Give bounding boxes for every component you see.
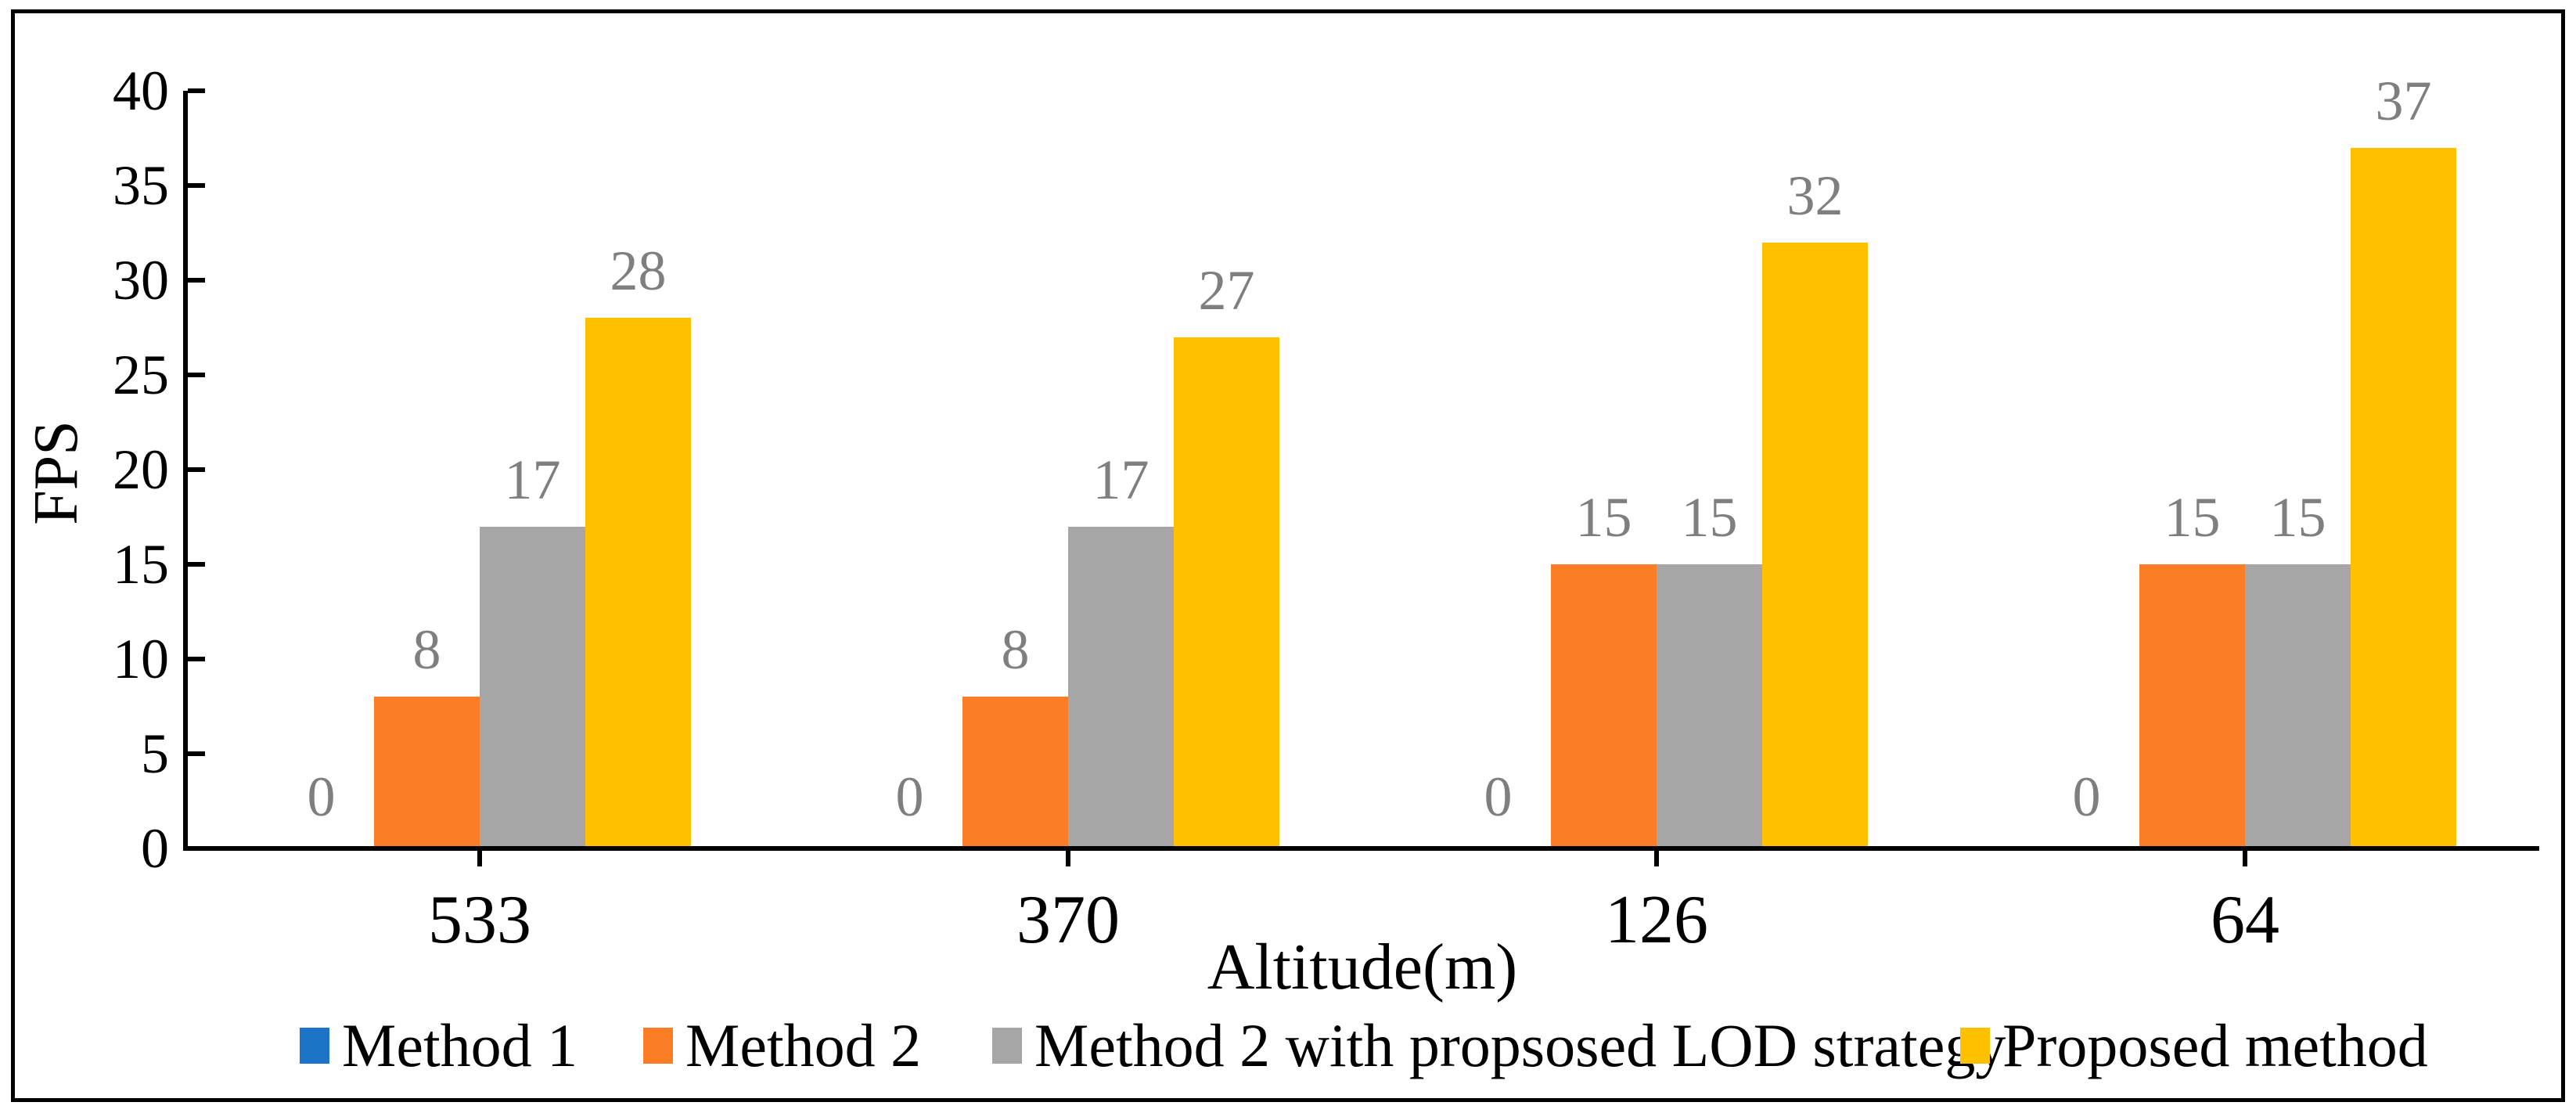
x-category-label-533: 533 xyxy=(428,882,531,958)
bar-proposed-method-370 xyxy=(1174,337,1279,848)
bar-value-label-method-2-370: 8 xyxy=(1001,618,1030,682)
y-tick-mark-35 xyxy=(188,183,205,188)
legend-item-label: Method 1 xyxy=(342,1011,578,1079)
bar-value-label-method-1-64: 0 xyxy=(2072,765,2101,828)
bar-method-2-126 xyxy=(1551,564,1657,848)
bar-value-label-method-1-370: 0 xyxy=(895,765,924,828)
x-category-label-64: 64 xyxy=(2211,882,2279,958)
y-axis-line xyxy=(183,91,188,851)
y-tick-label-15: 15 xyxy=(113,533,169,596)
bar-value-label-method-2-533: 8 xyxy=(412,618,441,682)
legend-color-swatch-method-2-with-propsosed-lod-strategy xyxy=(992,1028,1022,1064)
y-tick-label-40: 40 xyxy=(113,59,169,122)
bar-method-2-with-propsosed-lod-strategy-126 xyxy=(1657,564,1762,848)
bar-method-2-370 xyxy=(962,697,1068,848)
bar-method-2-with-propsosed-lod-strategy-64 xyxy=(2245,564,2351,848)
legend-item-proposed-method: Proposed method xyxy=(1960,1010,2428,1081)
bar-value-label-proposed-method-533: 28 xyxy=(610,240,667,303)
bar-value-label-proposed-method-126: 32 xyxy=(1786,164,1844,227)
bar-method-2-with-propsosed-lod-strategy-370 xyxy=(1068,526,1174,848)
x-axis-line xyxy=(183,846,2539,851)
bar-value-label-method-2-with-propsosed-lod-strategy-370: 17 xyxy=(1092,448,1149,511)
bar-value-label-method-2-with-propsosed-lod-strategy-533: 17 xyxy=(504,448,561,511)
bar-value-label-proposed-method-64: 37 xyxy=(2375,69,2432,132)
y-tick-label-35: 35 xyxy=(113,154,169,217)
x-category-label-126: 126 xyxy=(1605,882,1708,958)
bar-value-label-method-2-with-propsosed-lod-strategy-126: 15 xyxy=(1681,486,1738,549)
x-axis-title: Altitude(m) xyxy=(1207,931,1518,1003)
legend-color-swatch-proposed-method xyxy=(1960,1028,1990,1064)
y-tick-label-0: 0 xyxy=(141,817,169,880)
bar-proposed-method-126 xyxy=(1762,242,1868,848)
legend-item-label: Proposed method xyxy=(2002,1011,2428,1079)
bar-method-2-533 xyxy=(374,697,480,848)
y-tick-mark-25 xyxy=(188,373,205,377)
legend-item-method-1: Method 1 xyxy=(300,1010,577,1081)
x-tick-mark-64 xyxy=(2243,851,2247,866)
y-tick-mark-30 xyxy=(188,278,205,283)
legend-item-method-2: Method 2 xyxy=(643,1010,921,1081)
y-tick-mark-40 xyxy=(188,88,205,93)
y-tick-label-10: 10 xyxy=(113,628,169,690)
legend-color-swatch-method-1 xyxy=(300,1028,329,1064)
y-tick-label-5: 5 xyxy=(141,722,169,785)
y-tick-mark-15 xyxy=(188,562,205,567)
y-tick-mark-20 xyxy=(188,467,205,472)
bar-value-label-method-2-with-propsosed-lod-strategy-64: 15 xyxy=(2269,486,2326,549)
legend-item-label: Method 2 xyxy=(685,1011,922,1079)
bar-value-label-method-2-64: 15 xyxy=(2164,486,2221,549)
bar-value-label-method-1-126: 0 xyxy=(1484,765,1513,828)
bar-value-label-method-2-126: 15 xyxy=(1575,486,1632,549)
legend-color-swatch-method-2 xyxy=(643,1028,673,1064)
bar-method-2-with-propsosed-lod-strategy-533 xyxy=(480,526,585,848)
bar-method-2-64 xyxy=(2139,564,2245,848)
bar-proposed-method-533 xyxy=(585,318,691,848)
y-tick-mark-5 xyxy=(188,751,205,756)
bar-value-label-proposed-method-370: 27 xyxy=(1198,258,1255,322)
x-tick-mark-126 xyxy=(1654,851,1659,866)
y-tick-label-30: 30 xyxy=(113,249,169,312)
x-tick-mark-533 xyxy=(477,851,482,866)
legend-item-label: Method 2 with propsosed LOD strategy xyxy=(1034,1011,2006,1079)
y-tick-mark-10 xyxy=(188,657,205,661)
y-tick-label-25: 25 xyxy=(113,344,169,406)
bar-proposed-method-64 xyxy=(2351,147,2456,848)
x-tick-mark-370 xyxy=(1066,851,1070,866)
x-category-label-370: 370 xyxy=(1016,882,1120,958)
bar-value-label-method-1-533: 0 xyxy=(307,765,336,828)
y-tick-label-20: 20 xyxy=(113,438,169,501)
legend-item-method-2-with-propsosed-lod-strategy: Method 2 with propsosed LOD strategy xyxy=(992,1010,2006,1081)
